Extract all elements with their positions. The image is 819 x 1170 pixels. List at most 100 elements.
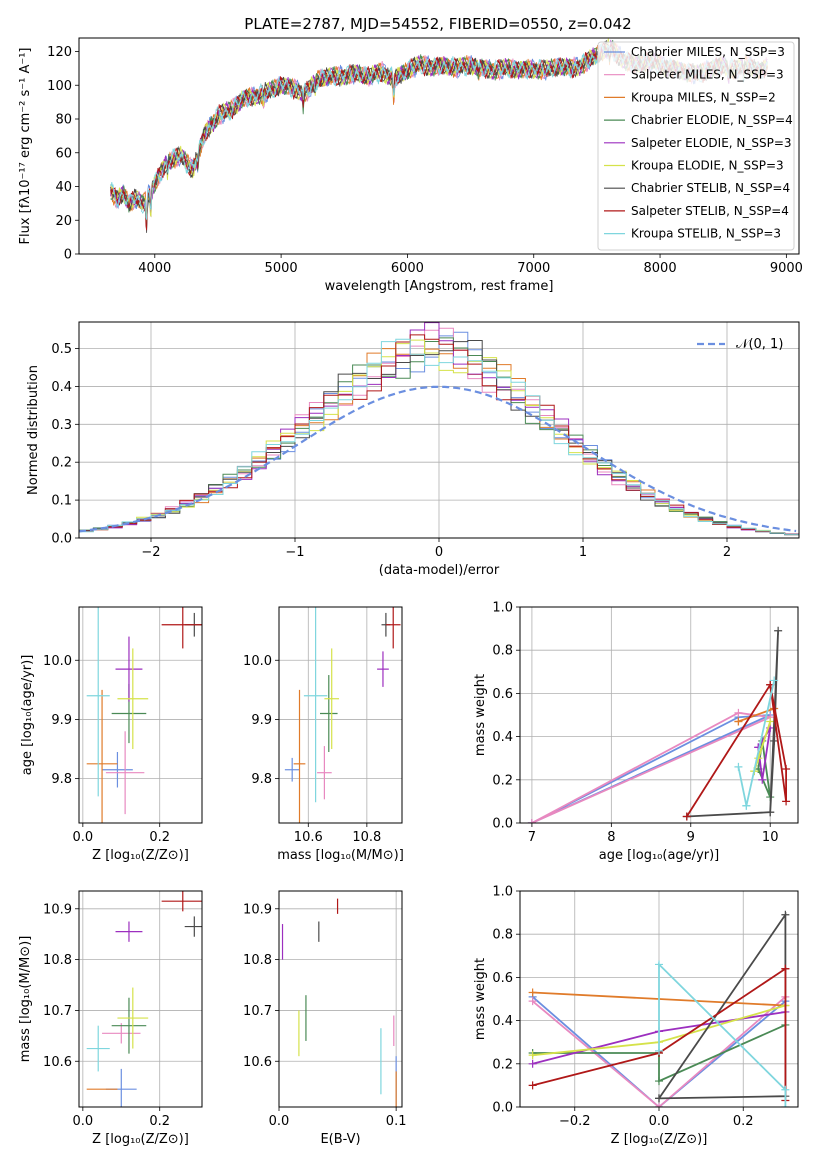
legend-label: Kroupa MILES, N_SSP=2	[631, 90, 776, 104]
x-tick-label: 9000	[770, 261, 803, 276]
weight-marker	[527, 819, 536, 823]
x-tick-label: 10.6	[294, 830, 323, 845]
weight-line	[737, 680, 776, 806]
y-tick-label: 1.0	[492, 885, 513, 900]
spectrum-title: PLATE=2787, MJD=54552, FIBERID=0550, z=0…	[244, 15, 631, 33]
y-tick-label: 10.9	[243, 902, 272, 917]
weight-marker	[528, 1059, 537, 1068]
x-tick-label: −0.2	[559, 1114, 591, 1129]
legend-box	[597, 41, 795, 251]
plot-area	[528, 910, 790, 1107]
residual-histogram-panel: −2 −1 0 1 2 0.0 0.1 0.2 0.3 0.4 0.5 (data-model)/er…	[26, 321, 800, 578]
y-tick-label: 0.6	[492, 971, 513, 986]
error-bar-point	[317, 746, 332, 800]
histogram-step	[79, 322, 799, 535]
y-tick-label: 10.8	[43, 953, 72, 968]
error-bar-point	[117, 648, 149, 750]
y-tick-label: 0.2	[492, 1057, 513, 1072]
weight-marker	[781, 964, 790, 973]
axes-frame: 0.0 0.2 9.8 9.9 10.0 Z [log₁₀(Z/Z⊙)] age [log₁…	[20, 606, 203, 863]
x-axis-label: age [log₁₀(age/yr)]	[599, 848, 720, 863]
error-bar-point	[377, 651, 389, 687]
weight-marker	[782, 797, 791, 806]
x-tick-label: −1	[285, 545, 304, 560]
weight-marker	[770, 736, 779, 745]
y-tick-label: 0.0	[492, 817, 513, 832]
error-bar-point	[102, 751, 133, 788]
y-axis-label: age [log₁₀(age/yr)]	[20, 655, 35, 776]
axes-frame: 0.0 0.2 10.6 10.7 10.8 10.9 Z [log₁₀(Z/Z⊙)] mas…	[18, 890, 203, 1147]
error-bar-point	[320, 675, 338, 752]
plot-area	[86, 891, 202, 1107]
x-tick-label: 7000	[517, 261, 550, 276]
y-tick-label: 80	[55, 113, 72, 128]
histogram-step	[79, 334, 799, 535]
grid	[79, 607, 202, 823]
x-axis-label: Z [log₁₀(Z/Z⊙)]	[611, 1132, 708, 1147]
axes-frame: 7 8 9 10 0.0 0.2 0.4 0.6 0.8 1.0 age [log₁₀(age/yr…	[473, 601, 799, 863]
weight-marker	[782, 765, 791, 773]
legend-label: Salpeter MILES, N_SSP=3	[631, 68, 784, 82]
age-vs-metallicity-panel: 0.0 0.2 9.8 9.9 10.0 Z [log₁₀(Z/Z⊙)] age [log₁…	[20, 606, 203, 863]
weight-marker	[774, 626, 783, 635]
y-axis-label: mass weight	[473, 958, 488, 1040]
plot-area	[86, 607, 202, 823]
y-tick-label: 9.9	[251, 713, 272, 728]
legend-label: Chabrier ELODIE, N_SSP=4	[631, 113, 793, 127]
y-tick-label: 100	[47, 79, 72, 94]
weight-marker	[781, 910, 790, 919]
weight-vs-metallicity-panel: −0.2 0.0 0.2 0.0 0.2 0.4 0.6 0.8 1.0 Z [log₁₀(Z/Z…	[473, 885, 799, 1147]
legend-label: Chabrier MILES, N_SSP=3	[631, 45, 785, 59]
y-tick-label: 9.8	[51, 772, 72, 787]
y-tick-label: 0.3	[51, 418, 72, 433]
y-tick-label: 10.9	[43, 902, 72, 917]
x-tick-label: 0.0	[73, 1114, 94, 1129]
weight-marker	[528, 1051, 537, 1060]
error-bar-point	[161, 607, 202, 649]
legend-label: 𝒩(0, 1)	[736, 337, 783, 352]
weight-marker	[742, 801, 751, 810]
error-bar-point	[115, 921, 143, 942]
x-tick-label: 5000	[265, 261, 298, 276]
y-tick-label: 1.0	[492, 601, 513, 616]
y-axis-label: Flux [fλ10⁻¹⁷ erg cm⁻² s⁻¹ A⁻¹]	[18, 48, 33, 245]
error-bar-point	[303, 607, 328, 803]
x-axis-label: mass [log₁₀(M/M⊙)]	[277, 848, 404, 863]
x-tick-label: 2	[723, 545, 731, 560]
weight-marker	[770, 676, 779, 685]
x-tick-label: 10	[762, 830, 779, 845]
axes-box	[78, 890, 203, 1108]
x-tick-label: 0.2	[149, 1114, 170, 1129]
weight-marker	[655, 1046, 663, 1055]
error-bar-point	[105, 731, 145, 815]
y-axis-label: Normed distribution	[26, 365, 41, 495]
weight-marker	[758, 775, 767, 784]
y-tick-label: 0.8	[492, 928, 513, 943]
x-tick-label: 6000	[391, 261, 424, 276]
mass-vs-metallicity-panel: 0.0 0.2 10.6 10.7 10.8 10.9 Z [log₁₀(Z/Z⊙)] mas…	[18, 890, 203, 1147]
weight-marker	[655, 1077, 663, 1086]
x-tick-label: 1	[579, 545, 587, 560]
weight-marker	[528, 988, 537, 997]
error-bar-point	[86, 689, 118, 823]
plot-area	[79, 322, 799, 536]
axes-frame: 10.6 10.8 9.8 9.9 10.0 mass [log₁₀(M/M⊙)]	[243, 606, 404, 863]
axes-box	[278, 606, 403, 824]
error-bar-point	[293, 689, 306, 823]
error-bar-point	[385, 607, 401, 649]
y-tick-label: 0.2	[492, 773, 513, 788]
axes-box	[278, 890, 403, 1108]
error-bar-point	[115, 636, 143, 702]
x-tick-label: 8000	[644, 261, 677, 276]
axes-frame: 0.0 0.1 10.6 10.7 10.8 10.9 E(B-V)	[243, 890, 406, 1147]
x-tick-label: 7	[528, 830, 536, 845]
age-vs-mass-panel: 10.6 10.8 9.8 9.9 10.0 mass [log₁₀(M/M⊙)]	[243, 606, 404, 863]
legend-label: Kroupa STELIB, N_SSP=3	[631, 227, 781, 241]
mass-vs-extinction-panel: 0.0 0.1 10.6 10.7 10.8 10.9 E(B-V)	[243, 890, 406, 1147]
y-axis-label: mass weight	[473, 674, 488, 756]
y-tick-label: 0.5	[51, 342, 72, 357]
y-tick-label: 60	[55, 146, 72, 161]
weight-marker	[734, 717, 743, 726]
weight-marker	[655, 960, 663, 969]
